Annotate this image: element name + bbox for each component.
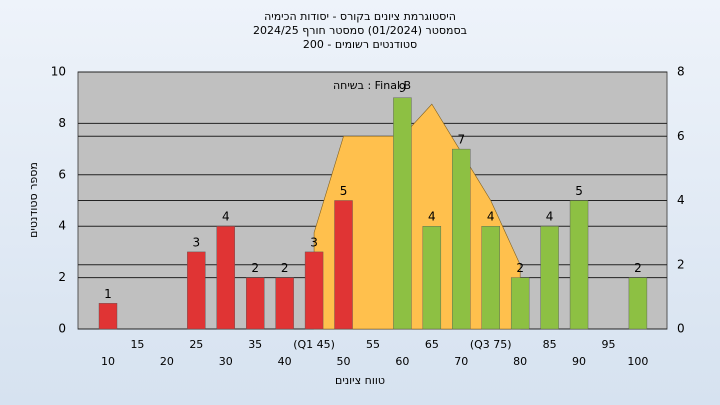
y-axis-label: מספר סטודנטים <box>27 162 40 238</box>
y2-tick-label: 4 <box>677 193 685 207</box>
x-tick-label: 15 <box>130 338 144 351</box>
x-tick-label: 35 <box>248 338 262 351</box>
bar <box>452 148 471 330</box>
x-tick-label: 95 <box>601 338 615 351</box>
y-tick-label: 4 <box>58 219 66 233</box>
bar <box>187 251 206 330</box>
x-tick-label: 70 <box>454 355 468 368</box>
x-tick-label: (Q3 75) <box>470 338 512 351</box>
data-label: 5 <box>575 184 583 198</box>
x-tick-label: 90 <box>572 355 586 368</box>
x-tick-label: 80 <box>513 355 527 368</box>
x-tick-label: 40 <box>278 355 292 368</box>
chart-title: היסטוגרמת ציונים בקורס - יסודות הכימיה <box>264 10 456 23</box>
y2-tick-label: 8 <box>677 65 685 79</box>
y-tick-label: 2 <box>58 270 66 284</box>
data-label: 4 <box>428 210 436 224</box>
bar <box>245 277 265 330</box>
bar <box>393 97 412 330</box>
bar <box>304 251 324 330</box>
y2-tick-label: 2 <box>677 257 685 271</box>
y2-tick-label: 6 <box>677 129 685 143</box>
data-label: 3 <box>310 235 318 249</box>
x-tick-label: 20 <box>160 355 174 368</box>
data-label: 1 <box>104 287 112 301</box>
x-tick-label: 100 <box>627 355 648 368</box>
data-label: 2 <box>251 261 259 275</box>
data-label: 2 <box>281 261 289 275</box>
x-axis-label: טווח ציונים <box>335 374 385 387</box>
bar <box>481 225 500 330</box>
bar <box>540 225 559 330</box>
data-label: 4 <box>546 210 554 224</box>
x-tick-label: 30 <box>219 355 233 368</box>
data-label: 9 <box>399 81 407 95</box>
data-label: 2 <box>634 261 642 275</box>
bar <box>422 225 442 330</box>
y-tick-label: 8 <box>58 116 66 130</box>
x-tick-label: 85 <box>543 338 557 351</box>
x-tick-label: 25 <box>189 338 203 351</box>
x-tick-label: 60 <box>395 355 409 368</box>
data-label: 2 <box>516 261 524 275</box>
chart-subtitle: סטודנטים רשומים - 200 <box>303 38 417 51</box>
x-tick-label: 55 <box>366 338 380 351</box>
y-tick-label: 6 <box>58 167 66 181</box>
bar <box>98 303 118 330</box>
x-tick-label: (Q1 45) <box>293 338 335 351</box>
data-label: 7 <box>457 133 465 147</box>
y2-tick-label: 0 <box>677 322 685 336</box>
bar <box>334 200 353 330</box>
annotation: בשיחה : Final B <box>333 79 411 92</box>
bar <box>216 225 235 330</box>
data-label: 5 <box>340 184 348 198</box>
chart-subtitle: בסמסטר (01/2024) סמסטר חורף 2024/25 <box>253 24 467 37</box>
x-tick-label: 50 <box>337 355 351 368</box>
bar <box>275 277 294 330</box>
x-tick-label: 65 <box>425 338 439 351</box>
y-tick-label: 0 <box>58 322 66 336</box>
bar <box>569 200 589 330</box>
data-label: 3 <box>192 235 200 249</box>
bar <box>510 277 530 330</box>
data-label: 4 <box>222 210 230 224</box>
bar <box>628 277 648 330</box>
x-tick-label: 10 <box>101 355 115 368</box>
y-tick-label: 10 <box>51 65 66 79</box>
data-label: 4 <box>487 210 495 224</box>
